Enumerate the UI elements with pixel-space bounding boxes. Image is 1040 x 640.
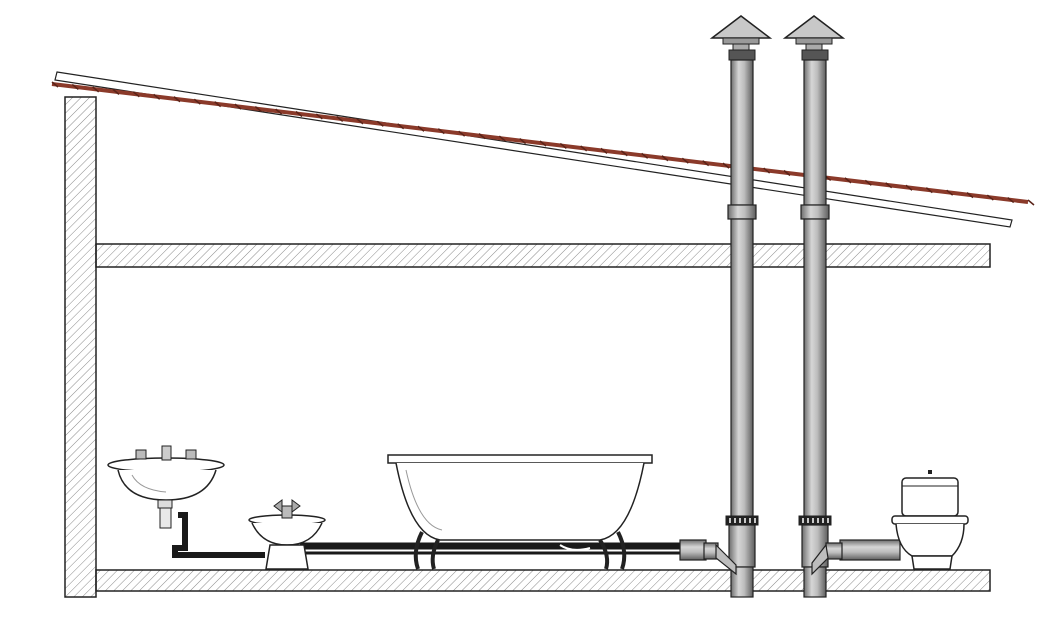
vent-stack-left: [709, 15, 773, 598]
floor-slab: [95, 569, 991, 592]
left-wall: [64, 96, 97, 598]
bidet: [248, 499, 326, 570]
washbasin: [107, 445, 225, 529]
bathtub: [387, 454, 653, 570]
vent-stack-right: [782, 15, 846, 598]
ceiling-slab: [95, 243, 991, 268]
roof: [51, 71, 1035, 228]
toilet: [891, 470, 969, 570]
